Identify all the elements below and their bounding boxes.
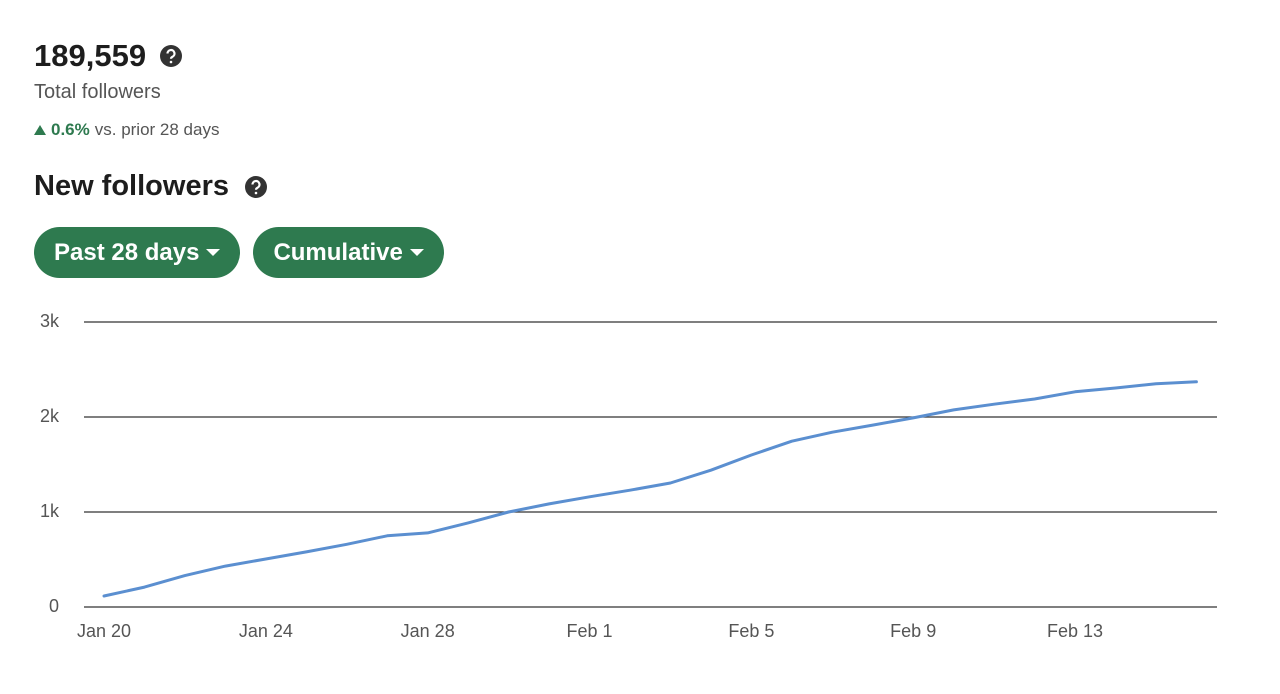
filters: Past 28 days Cumulative <box>34 227 444 278</box>
button-label: Past 28 days <box>54 238 200 266</box>
chart: 0 1k 2k 3k Jan 20 Jan 24 Jan 28 Feb 1 Feb 5 Feb 9… <box>40 311 1217 641</box>
x-tick-label: Feb 5 <box>728 621 774 641</box>
caret <box>206 248 221 256</box>
change-row: 0.6% vs. prior 28 days <box>34 120 219 140</box>
y-tick-label: 1k <box>40 501 60 521</box>
section-title: New followers <box>34 170 229 202</box>
x-tick-label: Jan 24 <box>239 621 293 641</box>
up-arrow <box>34 125 46 135</box>
caret <box>409 248 424 256</box>
range-button[interactable]: Past 28 days <box>34 227 241 278</box>
y-tick-label: 3k <box>40 311 60 331</box>
change-value: 0.6% <box>51 120 90 139</box>
mode-button[interactable]: Cumulative <box>253 227 444 278</box>
x-tick-label: Feb 1 <box>567 621 613 641</box>
button-label: Cumulative <box>273 238 403 266</box>
help-icon[interactable] <box>160 45 183 67</box>
x-tick-label: Feb 13 <box>1047 621 1103 641</box>
x-tick-label: Feb 9 <box>890 621 936 641</box>
x-tick-label: Jan 20 <box>77 621 131 641</box>
change-label: vs. prior 28 days <box>94 120 220 139</box>
help-icon[interactable] <box>245 175 267 198</box>
y-tick-label: 0 <box>49 596 59 616</box>
total-row: 189,559 <box>34 38 183 74</box>
x-tick-label: Jan 28 <box>401 621 455 641</box>
total-value: 189,559 <box>34 38 147 73</box>
total-label: Total followers <box>34 81 161 103</box>
line <box>102 380 1198 598</box>
y-tick-label: 2k <box>40 406 60 426</box>
section-row: New followers <box>34 170 267 203</box>
